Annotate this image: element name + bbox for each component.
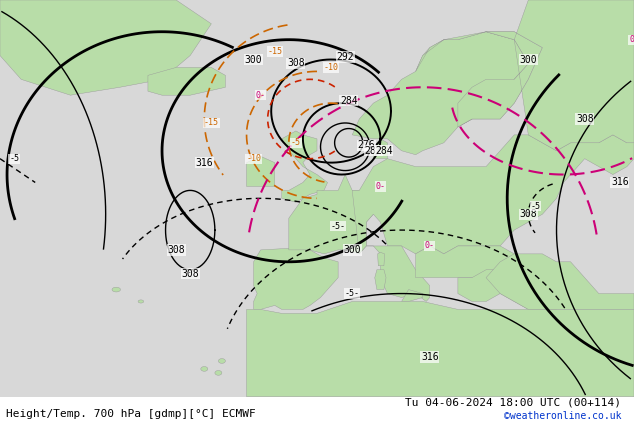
Polygon shape bbox=[353, 135, 634, 254]
Text: 284: 284 bbox=[375, 146, 392, 156]
Text: 300: 300 bbox=[519, 54, 537, 65]
Polygon shape bbox=[458, 32, 543, 127]
Polygon shape bbox=[0, 0, 211, 95]
Text: -5: -5 bbox=[531, 202, 540, 211]
Text: -10: -10 bbox=[246, 154, 261, 163]
Polygon shape bbox=[416, 246, 557, 309]
Polygon shape bbox=[247, 156, 275, 187]
Text: 316: 316 bbox=[195, 158, 213, 168]
Polygon shape bbox=[486, 254, 634, 309]
Polygon shape bbox=[247, 301, 634, 397]
Polygon shape bbox=[378, 252, 385, 266]
Text: 308: 308 bbox=[519, 209, 537, 219]
Polygon shape bbox=[373, 139, 387, 159]
Text: 300: 300 bbox=[245, 54, 262, 65]
Text: 316: 316 bbox=[421, 352, 439, 362]
Text: -5: -5 bbox=[9, 154, 19, 163]
Text: 308: 308 bbox=[167, 245, 185, 255]
Polygon shape bbox=[219, 359, 226, 363]
Polygon shape bbox=[416, 0, 634, 151]
Polygon shape bbox=[215, 371, 222, 375]
Text: 284: 284 bbox=[340, 96, 358, 106]
Polygon shape bbox=[201, 367, 208, 371]
Polygon shape bbox=[112, 287, 120, 292]
Text: 0-: 0- bbox=[256, 91, 266, 100]
Text: 316: 316 bbox=[611, 178, 629, 187]
Text: -15: -15 bbox=[268, 47, 282, 56]
Polygon shape bbox=[254, 248, 338, 309]
Text: 276: 276 bbox=[358, 140, 375, 150]
Text: Height/Temp. 700 hPa [gdmp][°C] ECMWF: Height/Temp. 700 hPa [gdmp][°C] ECMWF bbox=[6, 408, 256, 419]
Polygon shape bbox=[281, 131, 328, 202]
Text: 0-: 0- bbox=[375, 182, 385, 191]
Polygon shape bbox=[148, 68, 226, 95]
Text: -5-: -5- bbox=[331, 222, 346, 230]
Text: -15: -15 bbox=[204, 119, 219, 127]
Polygon shape bbox=[375, 270, 386, 289]
Text: 308: 308 bbox=[181, 269, 199, 279]
Text: -5-: -5- bbox=[345, 289, 359, 298]
Polygon shape bbox=[458, 270, 500, 301]
Text: 0-: 0- bbox=[629, 35, 634, 44]
Polygon shape bbox=[366, 246, 430, 301]
Text: -10: -10 bbox=[323, 63, 339, 72]
Polygon shape bbox=[401, 289, 423, 301]
Text: 292: 292 bbox=[337, 52, 354, 62]
Polygon shape bbox=[353, 32, 528, 155]
Text: 308: 308 bbox=[576, 114, 593, 124]
Text: ©weatheronline.co.uk: ©weatheronline.co.uk bbox=[504, 411, 621, 421]
Text: 300: 300 bbox=[344, 245, 361, 255]
Text: 0-: 0- bbox=[425, 241, 435, 250]
Text: Tu 04-06-2024 18:00 UTC (00+114): Tu 04-06-2024 18:00 UTC (00+114) bbox=[405, 397, 621, 407]
Polygon shape bbox=[289, 175, 373, 254]
Text: 308: 308 bbox=[287, 59, 305, 68]
Text: 282: 282 bbox=[365, 146, 382, 156]
Text: -5: -5 bbox=[291, 138, 301, 147]
Polygon shape bbox=[138, 300, 144, 303]
